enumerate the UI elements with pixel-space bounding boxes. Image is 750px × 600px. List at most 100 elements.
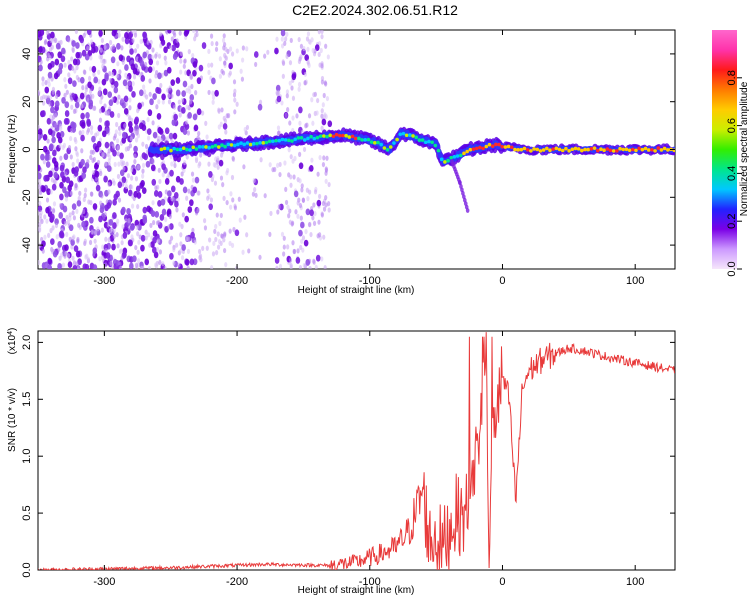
noise-cell [210,40,214,47]
noise-cell [216,164,220,170]
noise-cell [218,220,222,227]
noise-cell [178,112,182,118]
noise-cell [263,193,267,199]
noise-cell [317,30,321,35]
x-tick-label: -300 [93,576,115,588]
noise-cell [140,234,146,242]
noise-cell [130,234,134,240]
noise-cell [268,231,272,237]
noise-cell [46,95,50,101]
noise-cell [294,209,298,215]
noise-cell [157,199,162,207]
noise-cell [310,157,314,163]
noise-cell [136,231,140,237]
noise-cell [320,256,324,262]
noise-cell [113,193,119,201]
noise-cell [306,196,310,202]
noise-cell [155,104,159,110]
signal-core [366,137,371,142]
noise-cell [58,143,62,149]
noise-cell [45,197,50,203]
noise-cell [79,92,85,100]
noise-cell [105,252,111,259]
noise-cell [71,161,75,168]
signal-core [398,132,403,137]
signal-core [430,140,434,145]
noise-cell [324,178,328,184]
noise-cell [116,243,120,249]
noise-cell [38,259,41,266]
noise-cell [187,188,191,194]
signal-core [331,134,336,139]
noise-cell [226,167,230,174]
noise-cell [190,83,194,90]
noise-cell [133,159,137,165]
noise-cell [154,73,158,79]
noise-cell [322,92,326,99]
x-tick-label: 100 [626,576,644,588]
noise-cell [182,167,186,173]
x-tick-label: -300 [93,275,115,287]
noise-cell [289,37,293,44]
signal-core [232,143,237,148]
noise-cell [181,90,186,98]
noise-cell [312,220,317,226]
signal-core [459,153,463,158]
noise-cell [173,113,178,121]
noise-cell [320,108,324,114]
noise-cell [77,77,81,83]
noise-cell [76,199,82,207]
noise-cell [282,235,286,241]
noise-cell [152,93,157,100]
noise-cell [166,66,172,74]
noise-cell [317,51,321,58]
signal-core [474,146,479,151]
noise-cell [278,171,282,178]
noise-cell [152,131,158,139]
noise-cell [183,30,189,37]
signal-core [630,147,635,152]
noise-cell [72,215,77,221]
page-title: C2E2.2024.302.06.51.R12 [292,2,458,18]
noise-cell [54,179,58,185]
signal-core [618,146,622,151]
noise-cell [146,128,152,136]
noise-cell [134,176,139,182]
noise-cell [96,159,101,166]
noise-cell [308,164,314,172]
noise-cell [242,164,246,170]
noise-cell [118,130,122,137]
snr-x-ticks: -300 -200 -100 0 100 [93,331,644,588]
snr-multiplier: (x104) [7,328,19,355]
signal-core [500,144,505,149]
noise-cell [112,198,117,206]
noise-cell [156,238,160,244]
signal-core [662,146,667,151]
noise-cell [117,181,123,189]
noise-cell [63,220,68,226]
noise-cell [175,38,179,44]
signal-core [471,147,476,151]
noise-cell [298,120,302,126]
signal-core [513,147,517,152]
noise-cell [99,99,103,105]
x-tick-label: -200 [226,576,248,588]
noise-cell [301,235,306,241]
noise-cell [209,33,214,39]
noise-cell [38,221,42,227]
noise-cell [167,224,171,230]
noise-cell [191,52,195,59]
noise-cell [145,94,149,100]
noise-cell [80,158,85,166]
noise-cell [148,91,152,97]
noise-cell [43,214,47,220]
signal-core [267,139,272,144]
snr-y-axis-title: SNR (10 * v/v) [7,388,18,452]
noise-cell [152,219,156,226]
noise-cell [327,181,331,188]
noise-cell [120,97,124,104]
signal-core [315,135,320,140]
noise-cell [45,161,51,168]
noise-cell [85,129,90,136]
